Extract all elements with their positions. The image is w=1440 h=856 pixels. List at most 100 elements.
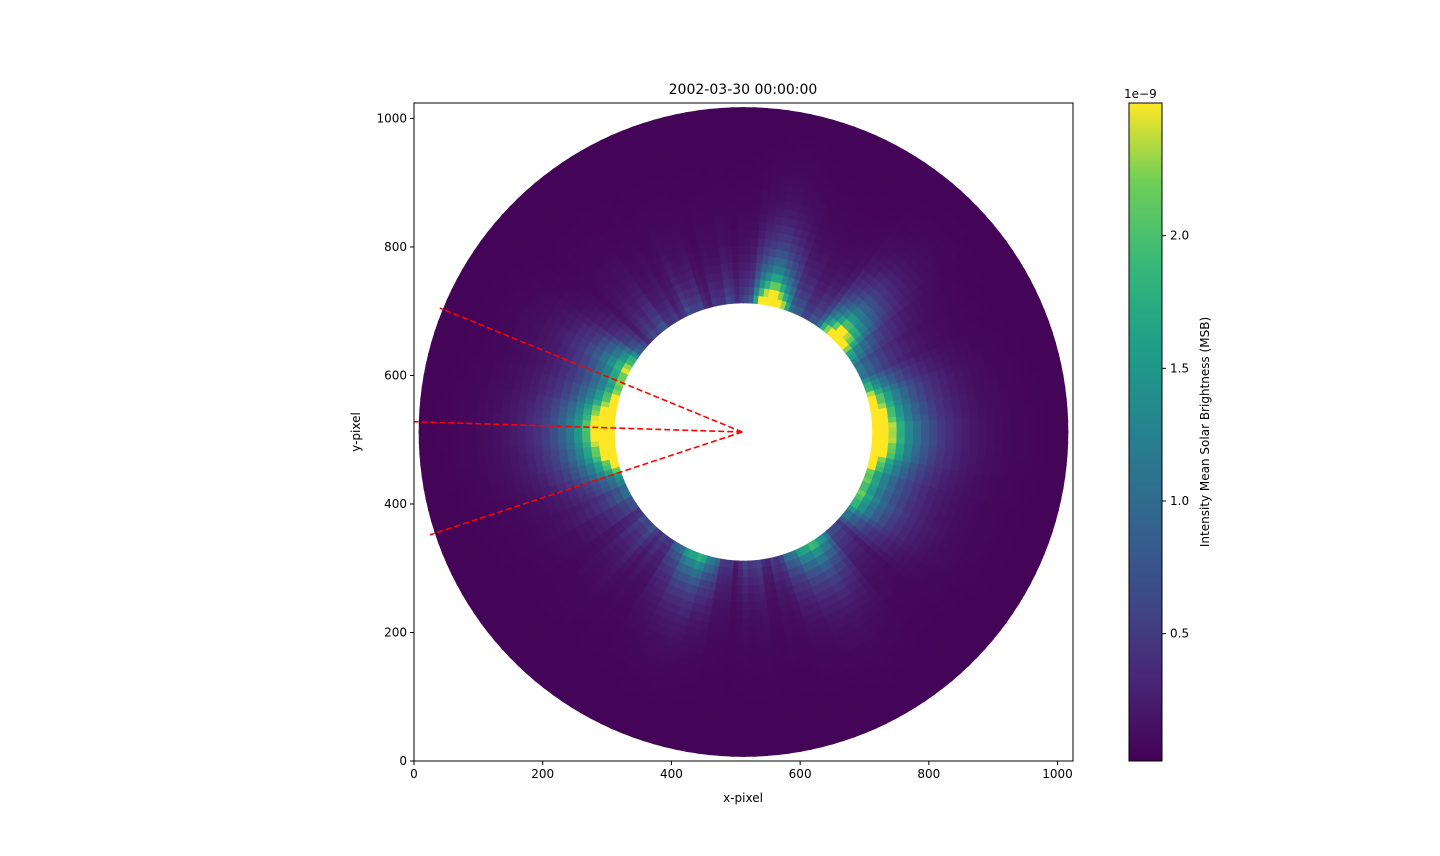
intensity-cell (1018, 430, 1028, 444)
intensity-cell (614, 495, 626, 506)
intensity-cell (621, 362, 633, 373)
intensity-cell (849, 499, 861, 510)
intensity-cell (795, 306, 805, 317)
intensity-cell (615, 479, 627, 489)
intensity-cell (674, 300, 685, 312)
intensity-cell (762, 124, 778, 134)
intensity-cell (853, 345, 865, 357)
intensity-cell (866, 503, 877, 515)
intensity-cell (868, 372, 879, 382)
intensity-cell (993, 439, 1004, 452)
intensity-cell (985, 439, 995, 451)
intensity-cell (670, 540, 680, 552)
intensity-cell (730, 739, 746, 749)
plot-area: 0 200 400 600 800 1000 0 200 400 600 800 1000 (376, 102, 1074, 781)
intensity-cell (640, 517, 652, 528)
y-tick-label: 1000 (376, 111, 407, 125)
intensity-cell (751, 139, 766, 150)
intensity-cell (809, 566, 821, 578)
intensity-cell (617, 483, 629, 493)
intensity-cell (674, 310, 684, 321)
intensity-cell (725, 666, 737, 676)
intensity-cell (852, 358, 863, 369)
intensity-cell (541, 416, 551, 427)
intensity-cell (707, 746, 724, 757)
intensity-cell (733, 188, 745, 198)
intensity-cell (722, 698, 736, 708)
intensity-cell (724, 674, 737, 684)
intensity-cell (427, 397, 438, 413)
intensity-cell (730, 747, 746, 757)
intensity-cell (819, 310, 830, 322)
intensity-cell (419, 396, 430, 412)
intensity-cell (811, 547, 822, 559)
intensity-cell (532, 416, 542, 427)
intensity-cell (597, 498, 609, 509)
intensity-cell (969, 438, 979, 450)
intensity-cell (581, 419, 591, 428)
intensity-cell (875, 350, 887, 361)
intensity-cell (665, 295, 677, 307)
overlay-dashed-line (439, 307, 743, 433)
intensity-cell (418, 407, 429, 423)
intensity-cell (741, 139, 756, 149)
intensity-cell (850, 511, 862, 523)
intensity-cell (725, 657, 737, 668)
intensity-cell (1035, 430, 1044, 445)
intensity-cell (1035, 419, 1044, 434)
intensity-cell (750, 172, 763, 182)
intensity-cell (862, 379, 873, 389)
intensity-cell (750, 180, 763, 190)
intensity-cell (606, 421, 616, 429)
intensity-cell (920, 431, 930, 440)
intensity-cell (868, 354, 880, 365)
intensity-cell (811, 538, 821, 549)
intensity-cell (751, 164, 764, 174)
intensity-cell (742, 690, 755, 700)
x-axis-label: x-pixel (723, 791, 763, 805)
intensity-cell (815, 554, 826, 566)
intensity-cell (723, 690, 736, 700)
intensity-cell (850, 341, 862, 353)
intensity-cell (631, 507, 643, 518)
intensity-cell (731, 576, 740, 586)
colorbar-tick-label: 1.5 (1170, 361, 1189, 375)
overlay-dashed-line (429, 431, 743, 536)
intensity-cell (670, 303, 680, 314)
intensity-cell (665, 305, 676, 317)
intensity-cell (733, 682, 745, 692)
intensity-cell (749, 229, 759, 239)
intensity-cell (662, 535, 673, 547)
intensity-cell (741, 715, 756, 725)
intensity-cell (661, 545, 672, 556)
intensity-cell (795, 547, 805, 558)
intensity-cell (734, 204, 745, 214)
intensity-cell (880, 301, 894, 314)
intensity-cell (741, 731, 756, 741)
intensity-cell (731, 731, 746, 741)
intensity-cell (617, 354, 628, 365)
intensity-cell (862, 569, 875, 582)
intensity-cell (617, 371, 629, 381)
intensity-cell (961, 430, 971, 442)
intensity-cell (654, 530, 665, 541)
intensity-cell (612, 363, 623, 373)
intensity-cell (708, 738, 724, 749)
intensity-cell (732, 568, 740, 578)
intensity-cell (720, 722, 735, 733)
intensity-cell (864, 363, 875, 373)
intensity-cell (749, 205, 761, 215)
intensity-cell (665, 547, 676, 559)
intensity-cell (719, 739, 735, 749)
x-tick-label: 600 (789, 767, 812, 781)
intensity-cell (854, 491, 866, 502)
intensity-cell (859, 499, 870, 510)
intensity-cell (722, 706, 736, 716)
intensity-cell (825, 527, 836, 538)
intensity-cell (829, 524, 840, 535)
intensity-cell (500, 413, 510, 426)
intensity-cell (801, 562, 812, 573)
intensity-cell (994, 430, 1004, 443)
intensity-cell (1033, 450, 1044, 465)
